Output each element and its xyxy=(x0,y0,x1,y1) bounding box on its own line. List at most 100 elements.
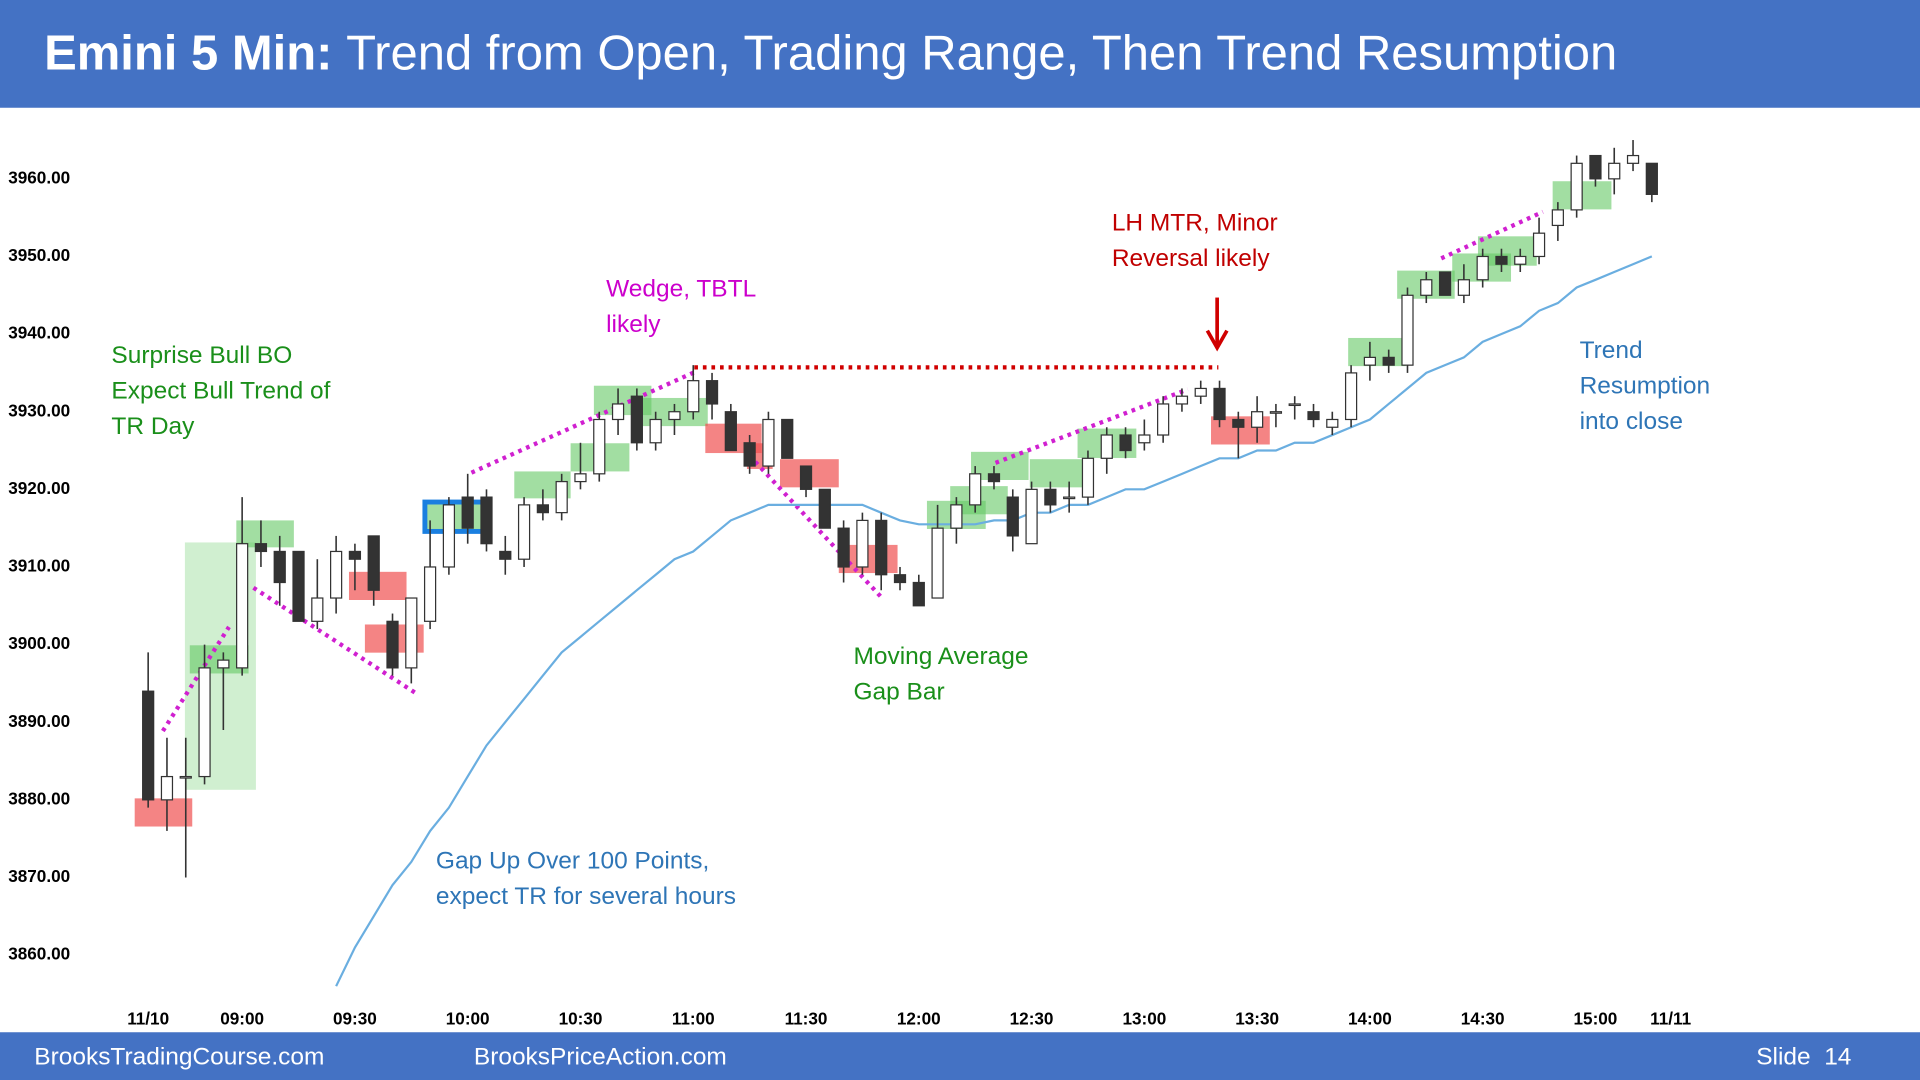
x-tick-label: 10:00 xyxy=(446,1009,490,1029)
candle-body xyxy=(1269,411,1283,414)
candle-body xyxy=(912,581,925,607)
candle-body xyxy=(1514,255,1527,265)
candle-body xyxy=(386,620,399,669)
candle-body xyxy=(217,659,230,669)
candle-body xyxy=(555,480,568,514)
annotation: Reversal likely xyxy=(1112,245,1270,272)
candle-body xyxy=(687,380,700,413)
candle-body xyxy=(630,395,643,444)
x-tick-label: 11/11 xyxy=(1650,1009,1691,1029)
title-bar xyxy=(0,0,1920,108)
candle-body xyxy=(893,574,907,584)
candle-body xyxy=(1476,255,1489,281)
candle-body xyxy=(649,418,662,444)
candle-body xyxy=(574,473,587,483)
candle-body xyxy=(987,473,1001,483)
annotation: Gap Up Over 100 Points, xyxy=(436,848,709,875)
annotation: into close xyxy=(1580,408,1683,435)
candle-body xyxy=(1344,372,1358,421)
candle-body xyxy=(198,667,211,778)
candle-body xyxy=(781,418,794,459)
annotation: Surprise Bull BO xyxy=(111,342,292,369)
candle-body xyxy=(1626,154,1640,164)
candle-body xyxy=(969,473,982,506)
footer-left: BrooksTradingCourse.com xyxy=(34,1043,324,1070)
highlight xyxy=(1348,337,1406,367)
candle-body xyxy=(1589,154,1602,180)
arrow xyxy=(1205,297,1229,352)
x-tick-label: 09:30 xyxy=(333,1009,377,1029)
annotation: likely xyxy=(606,311,661,338)
candle-body xyxy=(367,535,380,591)
y-tick-label: 3920.00 xyxy=(8,478,70,498)
candle-body xyxy=(1307,411,1320,421)
y-tick-label: 3930.00 xyxy=(8,400,70,420)
trend-line xyxy=(252,585,419,697)
title-bold: Emini 5 Min: xyxy=(44,26,332,80)
x-tick-label: 12:00 xyxy=(897,1009,941,1029)
candle-body xyxy=(142,690,155,801)
candle-body xyxy=(1232,418,1245,428)
candle-body xyxy=(950,504,963,529)
candle-body xyxy=(1213,387,1226,421)
footer-center: BrooksPriceAction.com xyxy=(474,1043,727,1070)
x-tick-label: 13:30 xyxy=(1235,1009,1279,1029)
annotation: TR Day xyxy=(111,413,195,440)
annotation: Expect Bull Trend of xyxy=(111,377,330,404)
candle-body xyxy=(348,550,362,560)
candle-body xyxy=(1363,356,1377,366)
candle-body xyxy=(1119,434,1132,452)
annotations: Surprise Bull BO Expect Bull Trend of TR D… xyxy=(111,210,1710,910)
candle-body xyxy=(875,519,888,576)
candle-body xyxy=(818,488,831,529)
x-tick-label: 09:00 xyxy=(220,1009,264,1029)
candle-body xyxy=(1645,162,1658,195)
candle-body xyxy=(1063,496,1076,500)
y-tick-label: 3960.00 xyxy=(8,167,70,187)
annotation: Resumption xyxy=(1580,372,1711,399)
candle-body xyxy=(461,496,474,529)
candle-body xyxy=(1100,434,1113,459)
candle-body xyxy=(762,418,775,467)
candle-body xyxy=(743,442,756,467)
annotation: Gap Bar xyxy=(853,679,944,706)
candle-body xyxy=(1157,403,1170,436)
trend-line xyxy=(994,387,1189,465)
y-tick-label: 3900.00 xyxy=(8,633,70,653)
footer-slide: Slide 14 xyxy=(1756,1043,1851,1070)
y-tick-label: 3910.00 xyxy=(8,556,70,576)
title-text: Trend from Open, Trading Range, Then Tre… xyxy=(346,26,1617,80)
trend-lines xyxy=(161,209,1544,733)
y-tick-label: 3890.00 xyxy=(8,711,70,731)
trend-line xyxy=(161,625,231,733)
candle-body xyxy=(1138,434,1151,444)
candle-body xyxy=(160,775,174,801)
x-tick-label: 10:30 xyxy=(559,1009,603,1029)
y-tick-label: 3880.00 xyxy=(8,788,70,808)
candle-body xyxy=(611,403,625,421)
candle-body xyxy=(799,465,813,490)
candle-body xyxy=(1382,356,1395,366)
x-tick-label: 11/10 xyxy=(127,1009,169,1029)
title: Emini 5 Min: Trend from Open, Trading Ra… xyxy=(44,26,1617,80)
trend-line xyxy=(747,454,884,600)
moving-average xyxy=(335,255,1653,987)
highlight xyxy=(1029,459,1085,488)
trend-line xyxy=(1440,209,1544,261)
candle-body xyxy=(517,504,531,560)
plot: 3860.00 3870.00 3880.00 3890.00 3900.00 3910.… xyxy=(8,140,1692,1029)
x-tick-label: 14:00 xyxy=(1348,1009,1392,1029)
annotation: Wedge, TBTL xyxy=(606,276,756,303)
footer-bar xyxy=(0,1032,1920,1080)
y-tick-label: 3870.00 xyxy=(8,866,70,886)
y-tick-label: 3950.00 xyxy=(8,245,70,265)
highlights xyxy=(134,181,1612,827)
annotation: Moving Average xyxy=(853,643,1028,670)
candle-body xyxy=(254,543,268,553)
candle-body xyxy=(1025,488,1038,545)
candle-body xyxy=(236,543,249,669)
candle-body xyxy=(668,411,681,421)
candle-body xyxy=(837,527,850,568)
